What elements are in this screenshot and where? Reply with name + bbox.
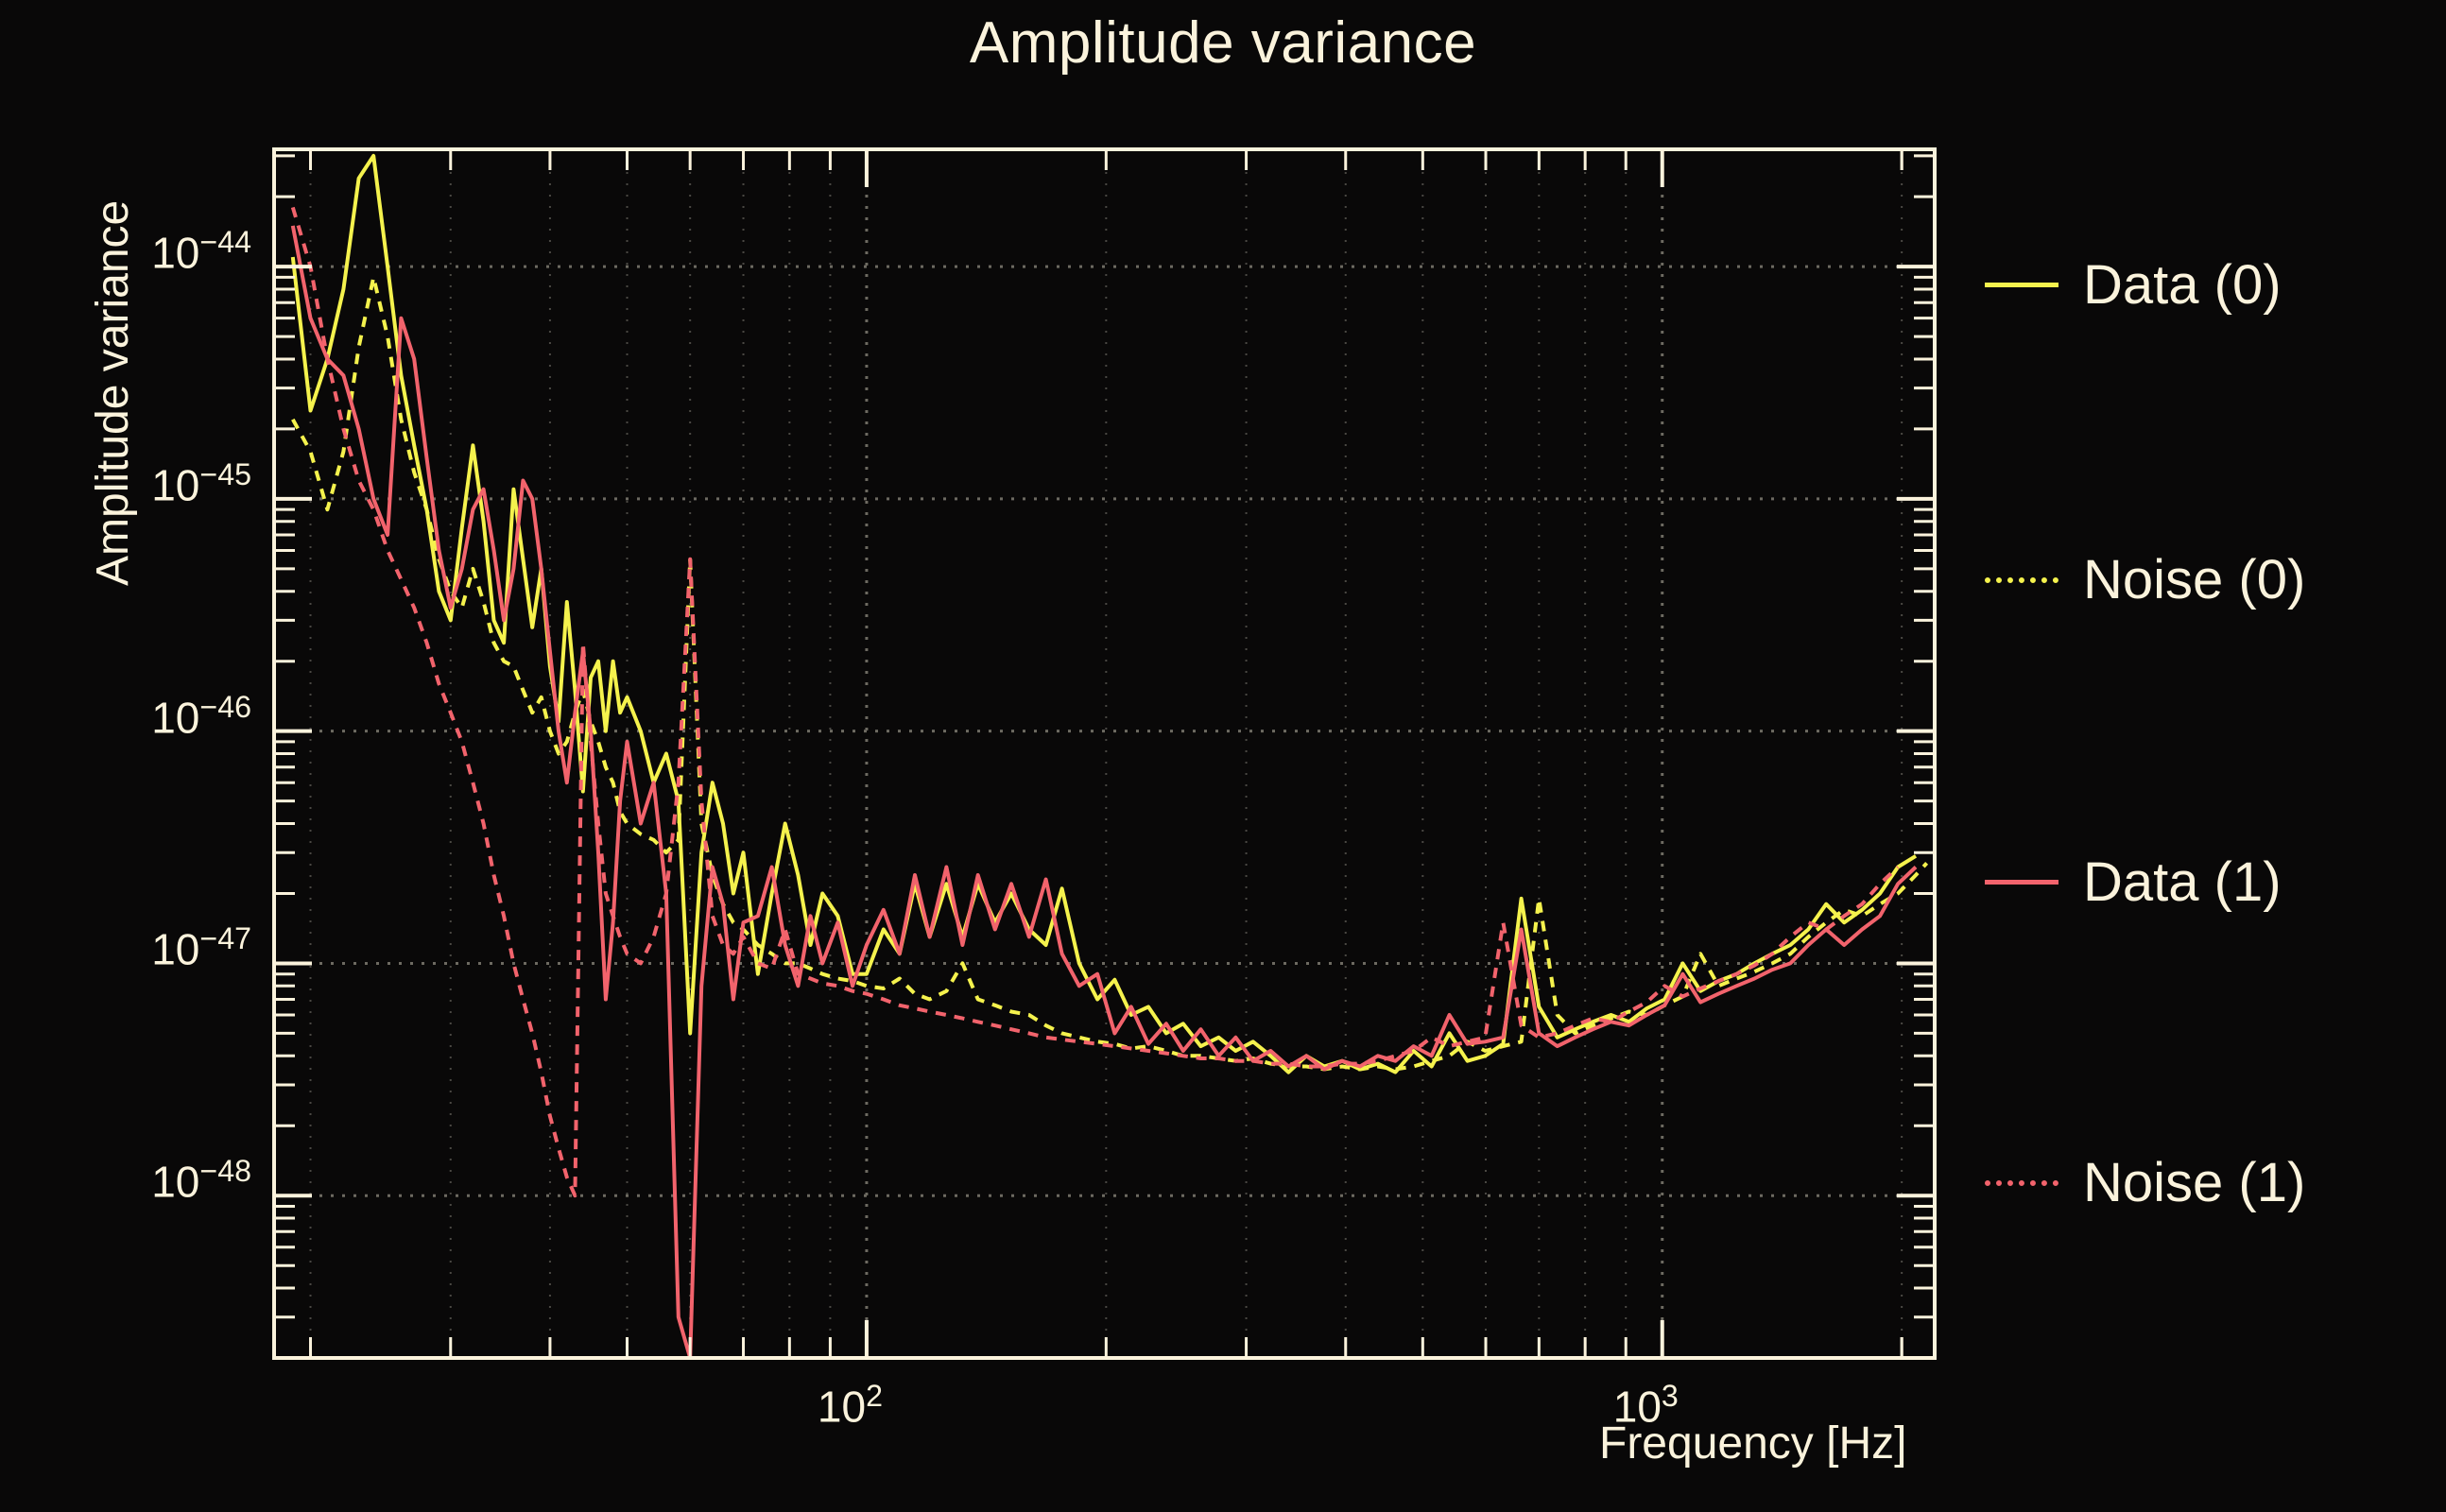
plot-frame [272, 147, 1937, 1360]
legend-label: Data (1) [2083, 851, 2282, 913]
legend-swatch-solid-line-icon [1985, 283, 2058, 287]
legend-swatch-dotted-line-icon [1985, 576, 2058, 583]
y-tick-label: 10−45 [151, 456, 251, 510]
legend-label: Noise (1) [2083, 1152, 2306, 1213]
series-line-noise-0 [291, 275, 1929, 1072]
y-tick-label: 10−46 [151, 689, 251, 742]
x-tick-label: 103 [1612, 1379, 1679, 1432]
series-group [290, 153, 1929, 1358]
series-line-data-1 [290, 225, 1918, 1358]
legend-label: Noise (0) [2083, 549, 2306, 610]
chart-title: Amplitude variance [969, 10, 1477, 76]
x-axis-title: Frequency [Hz] [1599, 1418, 1907, 1469]
series-line-data-0 [290, 153, 1918, 1074]
legend-swatch-dotted-line-icon [1985, 1179, 2058, 1186]
legend-item-data-0[interactable]: Data (0) [1985, 253, 2282, 317]
legend-item-noise-0[interactable]: Noise (0) [1985, 548, 2305, 611]
y-tick-label: 10−48 [151, 1154, 251, 1207]
y-tick-label: 10−44 [151, 225, 251, 278]
legend-item-data-1[interactable]: Data (1) [1985, 850, 2282, 914]
legend-swatch-solid-line-icon [1985, 880, 2058, 885]
chart-legend: Data (0) Noise (0) Data (1) Noise (1) [1985, 0, 2438, 1323]
legend-item-noise-1[interactable]: Noise (1) [1985, 1151, 2305, 1214]
x-tick-label: 102 [817, 1379, 883, 1432]
series-line-noise-1 [290, 206, 1900, 1198]
y-tick-label: 10−47 [151, 921, 251, 974]
legend-label: Data (0) [2083, 254, 2282, 316]
